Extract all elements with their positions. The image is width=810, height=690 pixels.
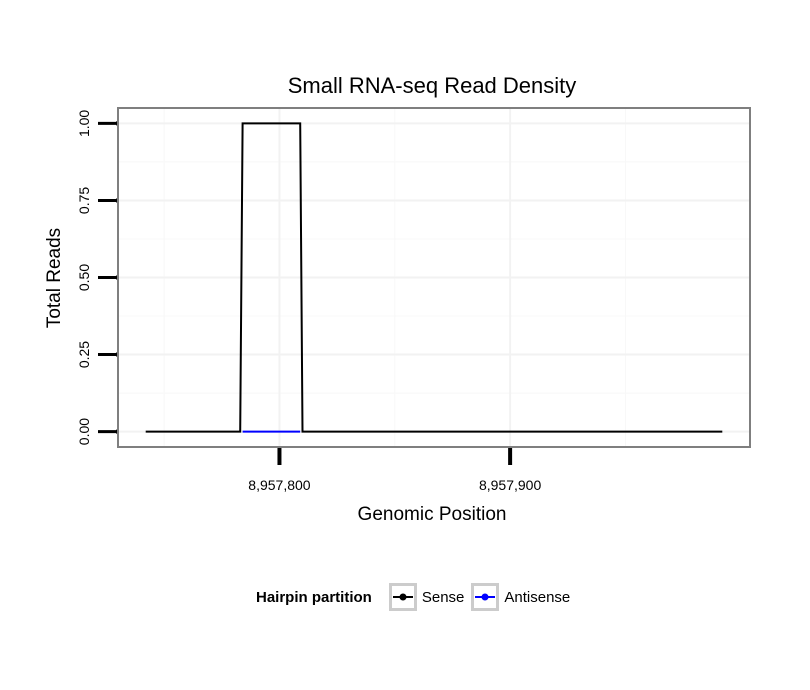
panel-border-rect [117,107,751,448]
y-tick-label: 1.00 [76,110,92,137]
panel-border [117,107,751,448]
chart-title: Small RNA-seq Read Density [288,73,577,98]
y-axis-label: Total Reads [44,228,65,328]
legend: Hairpin partition Sense Antisense [256,581,577,613]
y-tick-label: 0.25 [76,341,92,368]
series-layer [145,122,723,433]
y-tick-label: 0.50 [76,264,92,291]
legend-item-antisense: Antisense [471,583,570,611]
legend-label-sense: Sense [421,588,465,606]
legend-item-sense: Sense [388,583,465,611]
y-tick-label: 0.00 [76,418,92,445]
legend-label-antisense: Antisense [504,588,571,606]
legend-title: Hairpin partition [256,588,372,606]
x-tick-label: 8,957,900 [479,477,541,493]
x-tick-label: 8,957,800 [248,477,310,493]
y-tick-label: 0.75 [76,187,92,214]
antisense-line-point-icon [475,593,496,601]
x-axis-label: Genomic Position [358,504,507,525]
sense-line-point-icon [392,593,413,601]
x-axis: 8,957,800 8,957,900 [248,448,541,493]
series-line-sense [145,122,723,433]
y-axis: 0.00 0.25 0.50 0.75 1.00 [76,110,117,445]
legend-key-sense [388,583,417,611]
legend-key-antisense [471,583,500,611]
